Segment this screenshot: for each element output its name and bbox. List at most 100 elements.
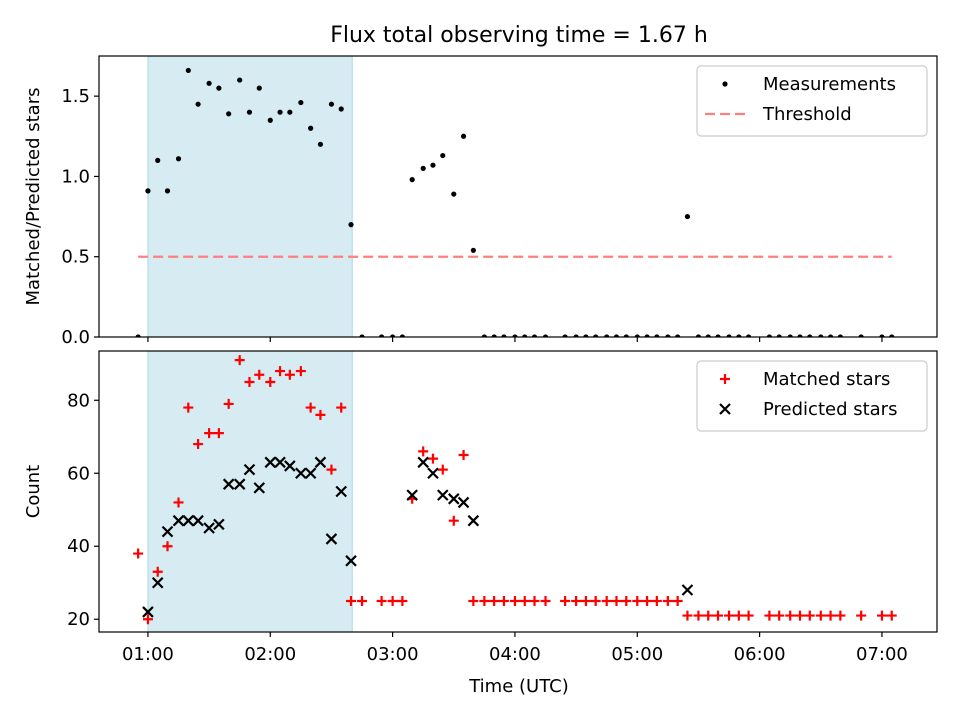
data-point	[458, 450, 469, 461]
data-point	[387, 595, 398, 606]
data-point	[448, 515, 459, 526]
top-axes: 0.0 0.5 1.0 1.5 Matched/Predicted stars Measu…	[23, 55, 938, 348]
data-point	[460, 133, 467, 139]
data-point	[695, 334, 702, 337]
data-point	[560, 595, 571, 606]
data-point	[827, 334, 834, 337]
data-point	[172, 514, 185, 527]
data-point	[135, 334, 141, 337]
data-point	[345, 555, 357, 567]
data-point	[571, 595, 582, 606]
data-point	[284, 369, 295, 380]
data-point	[468, 595, 479, 606]
data-point	[573, 334, 579, 337]
data-point	[164, 188, 171, 194]
data-point	[295, 467, 307, 480]
data-point	[451, 191, 457, 197]
y-axis-label: Matched/Predicted stars	[23, 88, 44, 306]
axes-frame	[98, 350, 938, 633]
data-point	[447, 493, 460, 505]
data-point	[835, 610, 846, 621]
data-point	[142, 606, 154, 618]
data-point	[498, 595, 509, 606]
data-point	[206, 80, 212, 86]
data-point	[479, 595, 490, 606]
data-point	[681, 584, 694, 596]
data-point	[213, 428, 224, 439]
x-tick-label: 05:00	[611, 644, 663, 665]
data-point	[253, 482, 266, 494]
data-point	[304, 467, 317, 480]
data-point	[440, 152, 446, 159]
data-point	[254, 369, 265, 380]
data-point	[277, 109, 283, 115]
data-point	[604, 334, 610, 337]
data-point	[185, 67, 191, 74]
data-point	[705, 334, 711, 337]
x-tick-label: 01:00	[122, 644, 174, 665]
data-point	[151, 576, 164, 589]
data-point	[889, 334, 895, 337]
data-point	[621, 595, 632, 606]
y-tick-label: 1.5	[61, 86, 90, 107]
data-point	[590, 595, 601, 606]
data-point	[213, 518, 225, 531]
data-point	[774, 610, 785, 621]
y-tick-label: 1.0	[61, 166, 90, 187]
data-point	[654, 334, 660, 337]
data-point	[726, 334, 732, 337]
highlight-span	[147, 55, 353, 338]
data-point	[420, 165, 426, 171]
data-point	[457, 496, 470, 509]
data-point	[540, 595, 551, 606]
data-point	[623, 334, 629, 337]
data-point	[797, 334, 803, 337]
data-point	[766, 334, 772, 337]
data-point	[418, 446, 429, 457]
data-points	[135, 67, 895, 337]
data-point	[743, 610, 754, 621]
data-point	[161, 525, 174, 538]
data-point	[133, 548, 144, 559]
data-point	[542, 334, 549, 337]
data-point	[275, 366, 286, 377]
data-point	[325, 533, 338, 545]
data-point	[234, 355, 245, 366]
x-tick-label: 02:00	[244, 644, 296, 665]
data-point	[237, 77, 243, 83]
data-point	[267, 117, 273, 123]
data-point	[724, 610, 735, 621]
y-tick-label: 20	[67, 609, 90, 630]
data-point	[183, 402, 194, 413]
data-point	[611, 595, 622, 606]
data-point	[193, 439, 204, 450]
data-point	[244, 377, 255, 388]
data-point	[815, 610, 826, 621]
legend: Measurements Threshold	[696, 65, 928, 137]
data-point	[155, 157, 161, 163]
data-point	[192, 514, 204, 527]
legend: Matched stars Predicted stars	[696, 360, 928, 432]
chart-title: Flux total observing time = 1.67 h	[330, 23, 708, 48]
data-point	[222, 478, 235, 490]
data-point	[182, 514, 195, 527]
data-point	[512, 334, 518, 337]
legend-marker	[719, 403, 731, 415]
legend-label: Matched stars	[763, 369, 890, 390]
data-point	[175, 156, 182, 162]
x-tick-label: 07:00	[856, 644, 908, 665]
data-point	[531, 334, 538, 337]
data-point	[145, 188, 151, 194]
data-point	[243, 463, 256, 476]
x-tick-label: 03:00	[367, 644, 419, 665]
data-point	[348, 222, 354, 228]
data-point	[390, 334, 396, 337]
data-point	[642, 595, 653, 606]
data-point	[357, 595, 368, 606]
data-point	[580, 595, 591, 606]
data-point	[233, 478, 246, 490]
data-point	[335, 485, 348, 498]
data-point	[746, 334, 752, 337]
data-point	[338, 106, 344, 112]
